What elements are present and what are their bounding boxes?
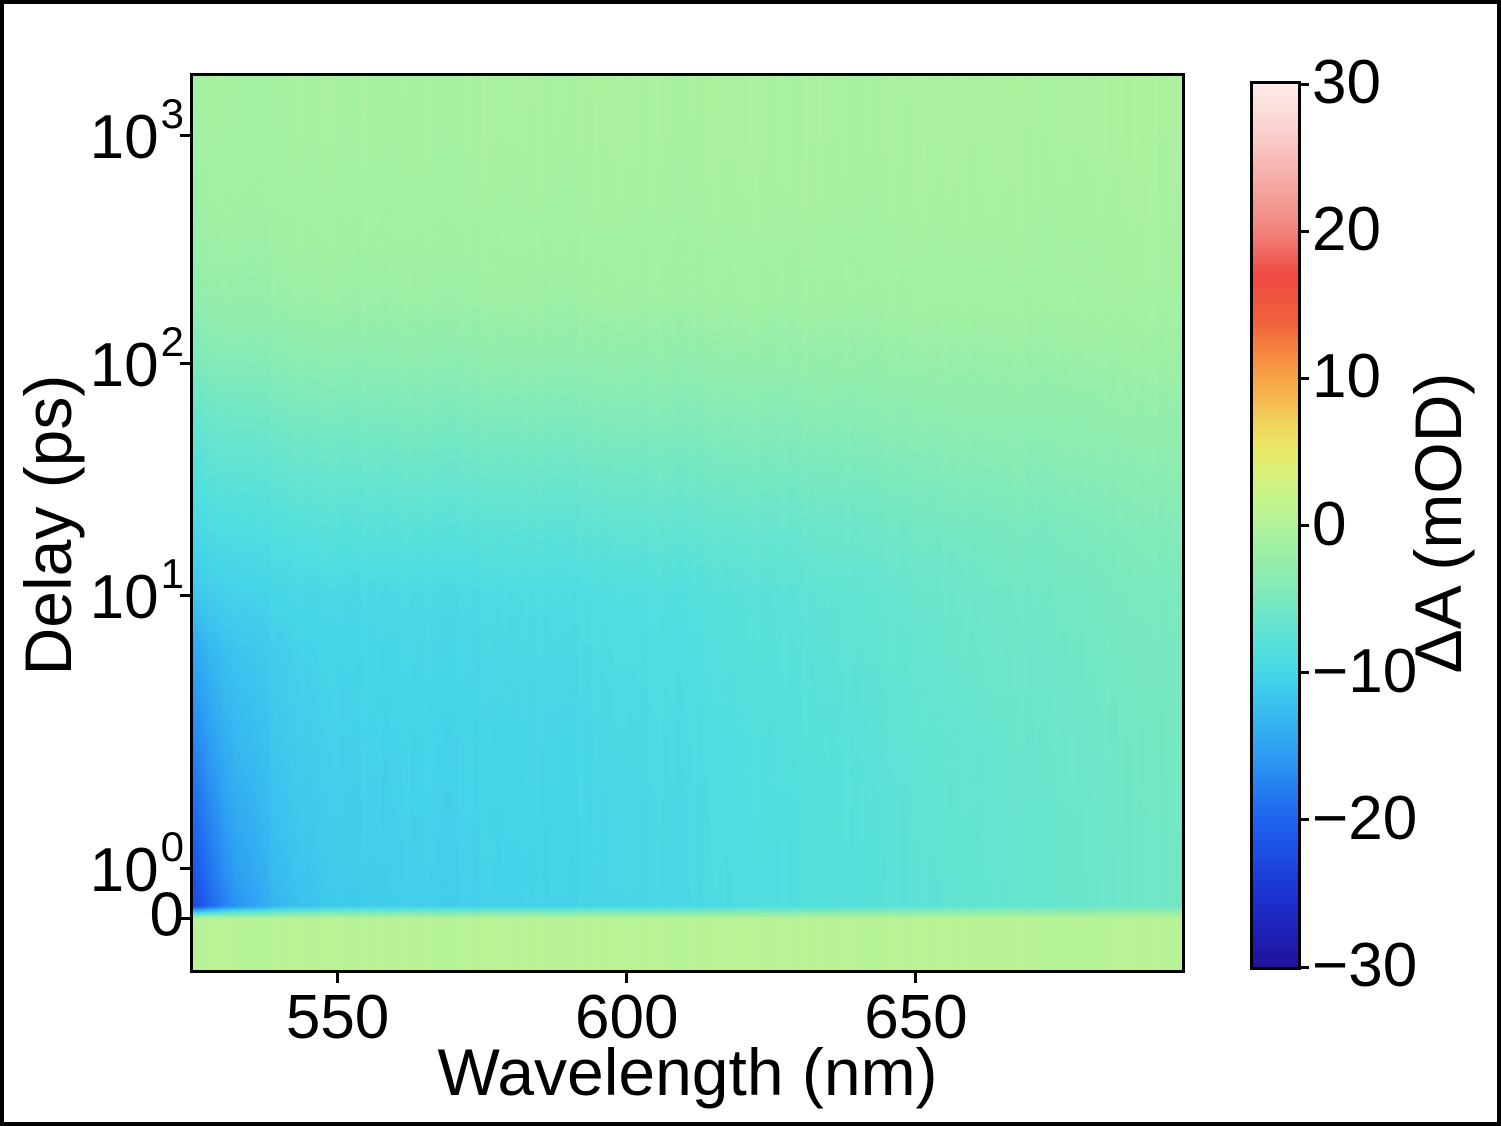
colorbar-tick-label: 0	[1312, 489, 1347, 559]
tick-mark	[1298, 524, 1309, 527]
tick-mark	[180, 361, 193, 365]
x-tick-label: 550	[285, 983, 390, 1052]
colorbar-tick-label: 20	[1312, 195, 1381, 265]
y-tick-label: 101	[89, 550, 184, 633]
colorbar-tick-label: −20	[1312, 783, 1418, 853]
tick-mark	[180, 593, 193, 597]
tick-mark	[1298, 82, 1309, 86]
x-tick-label: 650	[864, 983, 968, 1052]
tick-mark	[180, 916, 193, 920]
tick-mark	[1298, 965, 1309, 969]
tick-mark	[1298, 229, 1309, 233]
x-tick-label: 600	[575, 983, 679, 1052]
tick-mark	[180, 133, 193, 137]
tick-mark	[1298, 671, 1309, 675]
y-tick-label: 100	[89, 823, 184, 906]
tick-mark	[1298, 818, 1309, 822]
colorbar-label: ΔA (mOD)	[1401, 372, 1475, 674]
tick-mark	[1298, 376, 1309, 380]
x-axis-label: Wavelength (nm)	[437, 1035, 938, 1109]
tick-mark	[180, 866, 193, 870]
tick-mark	[625, 970, 629, 983]
colorbar-tick-label: −30	[1312, 931, 1418, 1001]
heatmap-plot-area	[193, 76, 1182, 970]
tick-mark	[336, 970, 340, 983]
y-axis-label: Delay (ps)	[11, 374, 85, 676]
colorbar-tick-label: 10	[1312, 342, 1381, 412]
tick-mark	[914, 970, 918, 983]
colorbar-tick-label: −10	[1312, 636, 1418, 706]
y-tick-label: 0	[149, 880, 184, 950]
colorbar-gradient	[1253, 84, 1298, 967]
y-tick-label: 103	[89, 90, 184, 173]
y-tick-label: 102	[89, 318, 184, 401]
colorbar-tick-label: 30	[1312, 48, 1381, 118]
